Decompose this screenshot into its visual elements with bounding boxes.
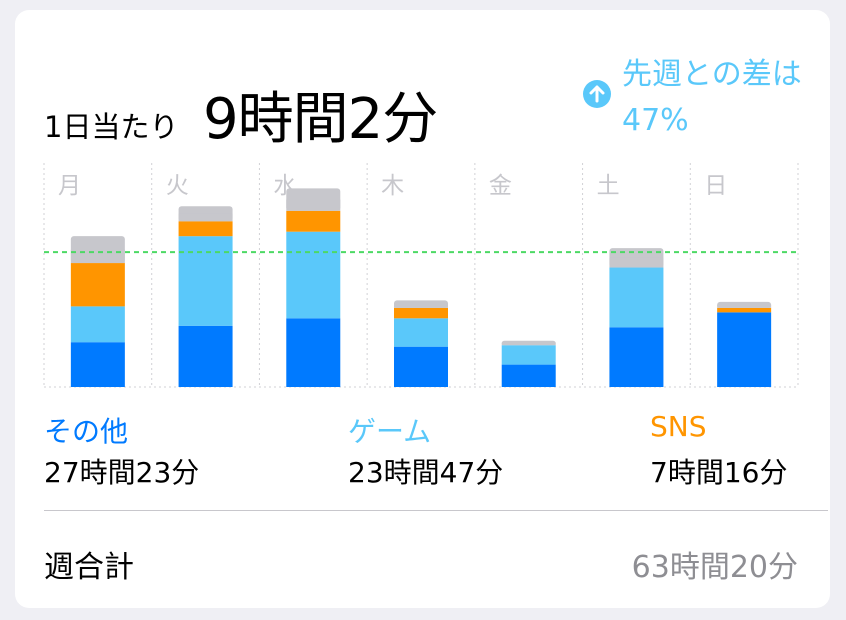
bar-segment [501, 364, 556, 387]
weekly-comparison: 先週との差は47% [622, 57, 802, 138]
bar-segment [286, 210, 341, 232]
bar-segment-fill [501, 342, 556, 346]
bar-segment [178, 236, 233, 326]
day-label: 火 [166, 173, 189, 199]
bar-segment [394, 318, 448, 347]
bar-segment [609, 267, 664, 328]
bar-segment [394, 307, 448, 319]
bar-segment [501, 345, 556, 365]
legend-sns-label: SNS [650, 410, 707, 443]
bar-segment-fill [609, 257, 664, 268]
bar-segment [178, 221, 233, 237]
arrow-up-circle-icon [583, 80, 611, 108]
daily-average-label: 1日当たり [44, 110, 179, 144]
divider [44, 510, 828, 511]
bar-segment [394, 346, 448, 387]
bar-segment [178, 325, 233, 387]
usage-bar-chart: 月火水木金土日 [43, 163, 799, 388]
legend-sns-value: 7時間16分 [650, 456, 788, 489]
legend-game-label: ゲーム [348, 415, 432, 448]
day-label: 木 [381, 173, 404, 199]
bar-segment-fill [717, 304, 772, 308]
bar-segment-fill [286, 199, 341, 211]
bar-segment [286, 318, 341, 387]
legend-other-value: 27時間23分 [44, 456, 200, 489]
bar-segment-fill [394, 304, 448, 308]
bar-segment [70, 342, 125, 387]
bar-segment [717, 312, 772, 387]
bar-segment [70, 263, 125, 307]
day-label: 日 [704, 173, 727, 199]
weekly-total-label: 週合計 [44, 550, 134, 585]
bar-segment [286, 231, 341, 319]
day-label: 土 [597, 173, 620, 199]
legend-other-label: その他 [44, 415, 129, 448]
day-label: 月 [58, 173, 81, 199]
bar-segment [717, 307, 772, 313]
bar-segment-fill [178, 213, 233, 222]
bar-segment [70, 306, 125, 343]
day-label: 金 [489, 173, 512, 199]
weekly-total-value: 63時間20分 [631, 550, 798, 585]
daily-average-value: 9時間2分 [203, 87, 438, 152]
legend-game-value: 23時間47分 [348, 456, 504, 489]
bar-segment [609, 327, 664, 387]
